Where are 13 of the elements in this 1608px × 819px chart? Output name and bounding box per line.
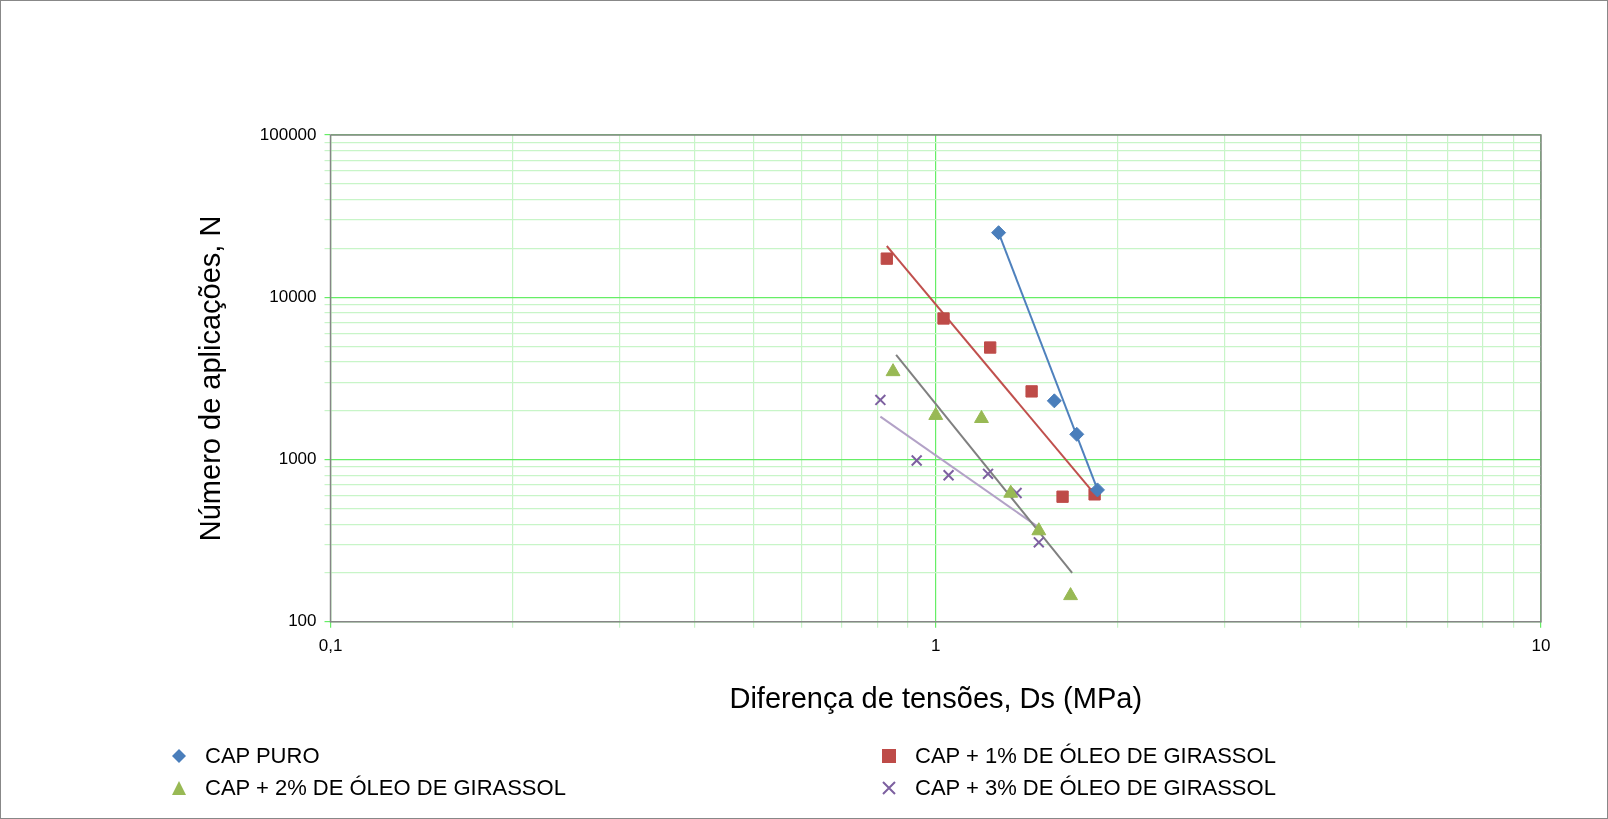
y-tick-label: 10000 — [269, 286, 317, 306]
x-tick-label: 10 — [1531, 635, 1551, 655]
x-axis-title: Diferença de tensões, Ds (MPa) — [729, 681, 1143, 714]
legend-label: CAP + 3% DE ÓLEO DE GIRASSOL — [915, 775, 1276, 801]
y-tick-label: 1000 — [278, 449, 317, 469]
y-tick-label: 100000 — [259, 124, 317, 144]
y-axis-title: Número de aplicações, N — [194, 215, 227, 542]
legend-label: CAP + 1% DE ÓLEO DE GIRASSOL — [915, 743, 1276, 769]
legend-label: CAP PURO — [205, 743, 320, 769]
legend-label: CAP + 2% DE ÓLEO DE GIRASSOL — [205, 775, 566, 801]
x-tick-label: 1 — [931, 635, 941, 655]
y-tick-label: 100 — [288, 611, 317, 631]
x-tick-label: 0,1 — [318, 635, 343, 655]
